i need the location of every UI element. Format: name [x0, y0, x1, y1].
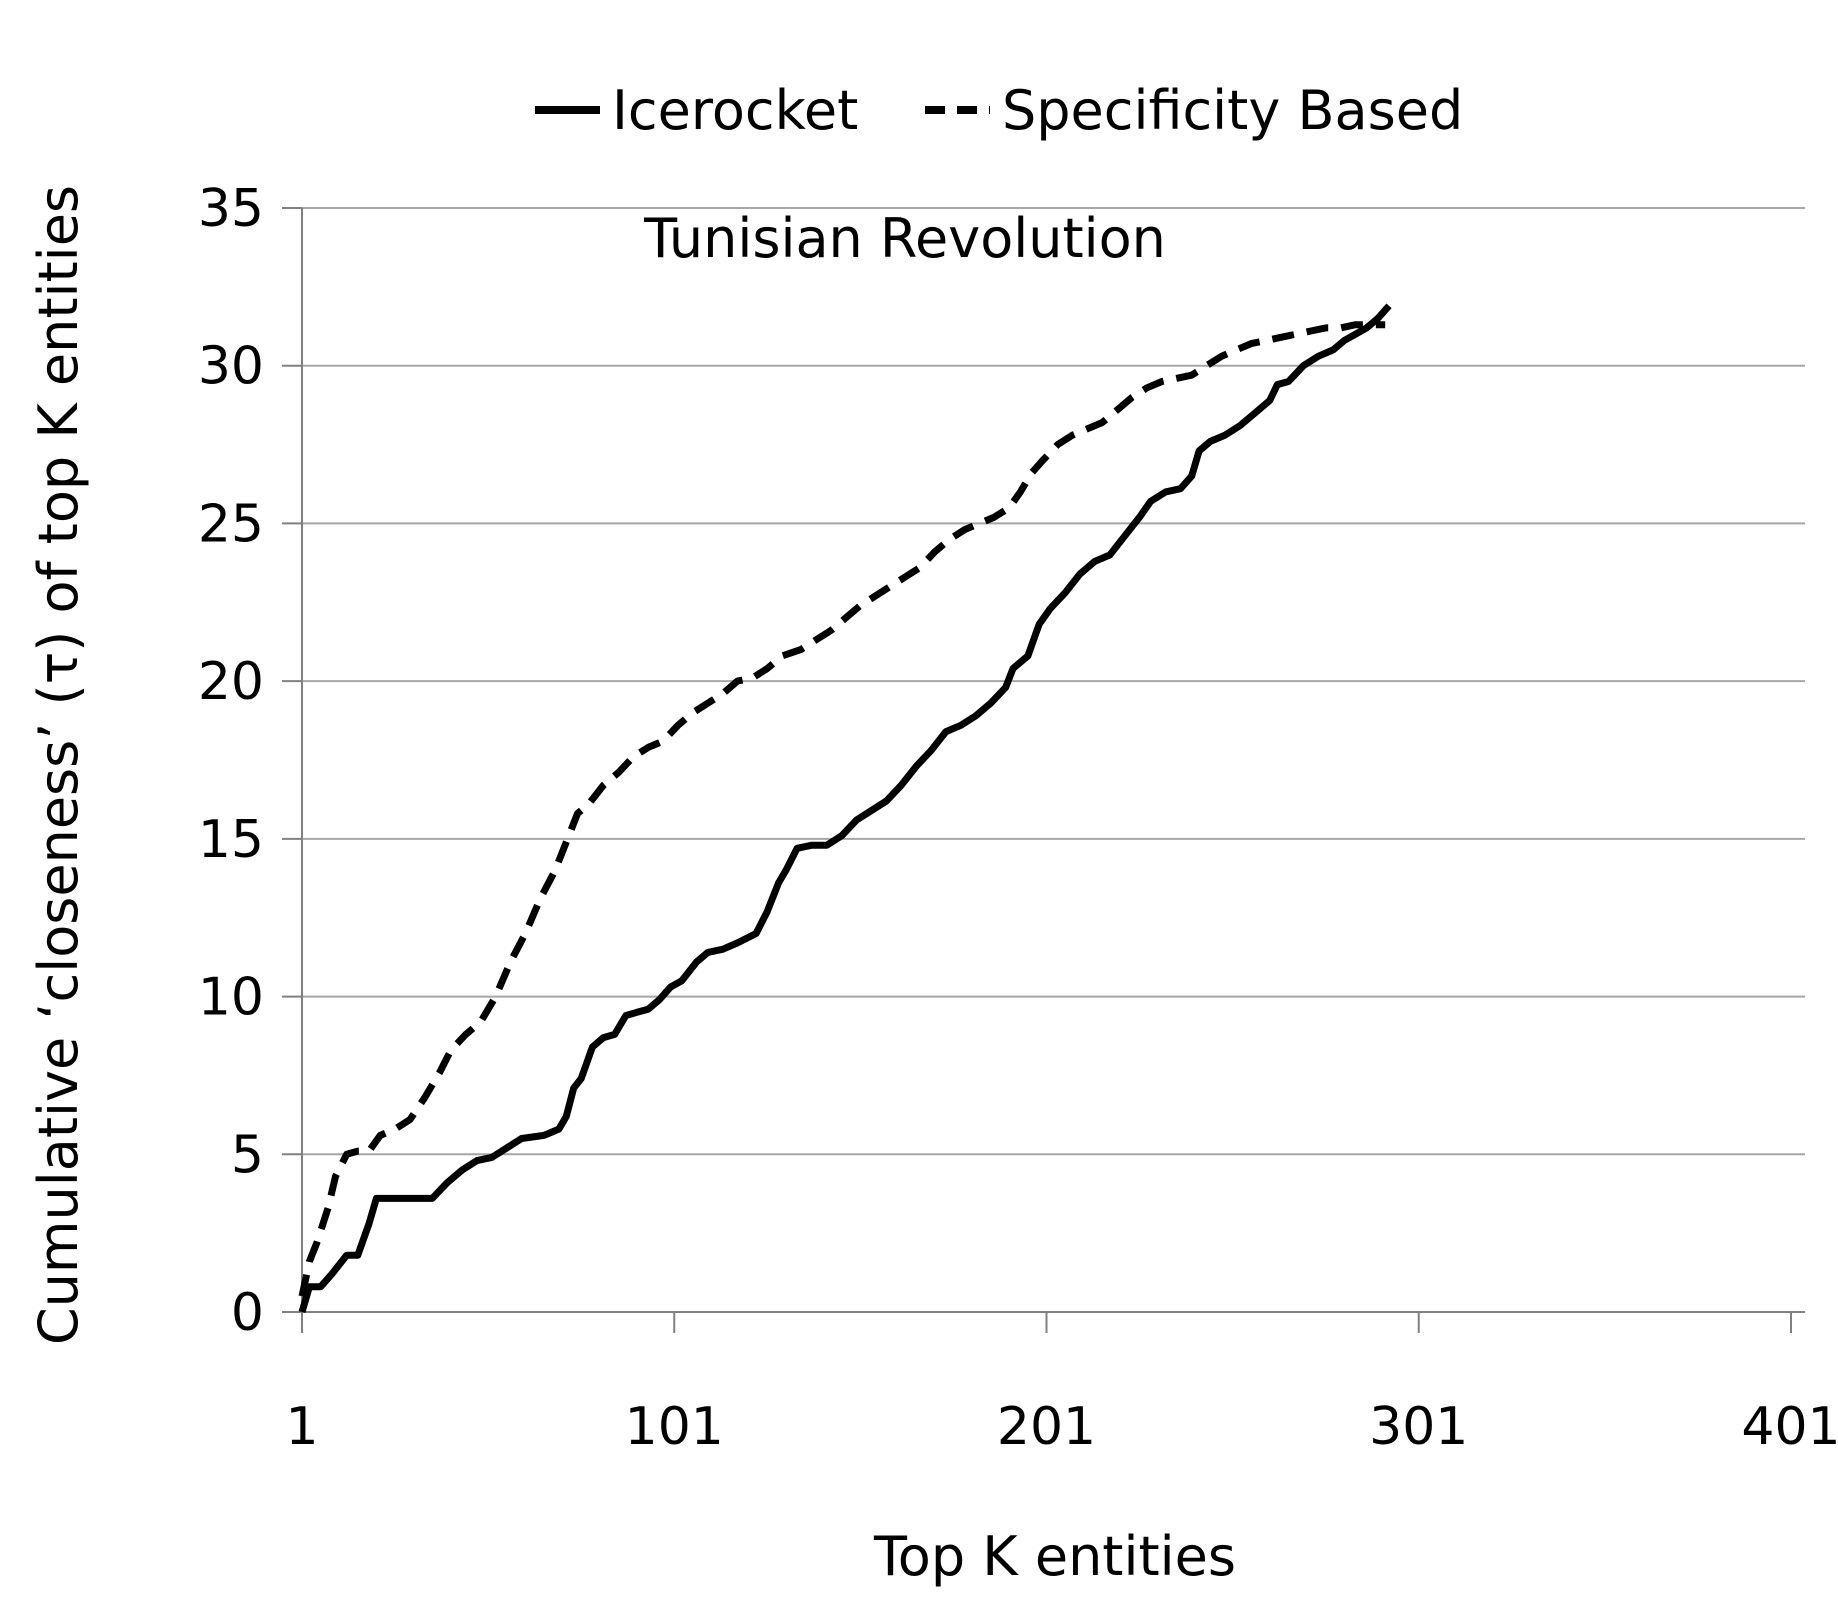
y-tick-label: 30: [198, 337, 264, 397]
y-tick-label: 35: [198, 179, 264, 239]
y-tick-label: 25: [198, 494, 264, 554]
series-line-icerocket: [298, 303, 1392, 1313]
chart-title: Tunisian Revolution: [643, 207, 1166, 270]
y-tick-label: 15: [198, 810, 264, 870]
x-tick-label: 401: [1741, 1397, 1838, 1457]
legend-label: Icerocket: [612, 79, 858, 142]
y-tick-label: 20: [198, 652, 264, 712]
x-tick-label: 1: [285, 1397, 318, 1457]
x-axis-label: Top K entities: [873, 1525, 1236, 1588]
x-tick-label: 201: [997, 1397, 1096, 1457]
y-tick-label: 5: [231, 1125, 264, 1185]
legend: Icerocket Specificity Based: [535, 79, 1463, 142]
y-tick-label: 0: [231, 1283, 264, 1343]
y-axis-label: Cumulative ‘closeness’ (τ) of top K enti…: [27, 185, 90, 1345]
legend-label: Specificity Based: [1002, 79, 1463, 142]
series-lines: [298, 303, 1392, 1313]
x-tick-label: 301: [1369, 1397, 1468, 1457]
y-tick-label: 10: [198, 968, 264, 1028]
series-line-specificity-based: [298, 321, 1386, 1297]
axes: 0 5 10 15 20 25 30 35 1 101 201 301 401: [198, 179, 1838, 1457]
gridlines: [302, 207, 1805, 1156]
x-tick-label: 101: [625, 1397, 724, 1457]
